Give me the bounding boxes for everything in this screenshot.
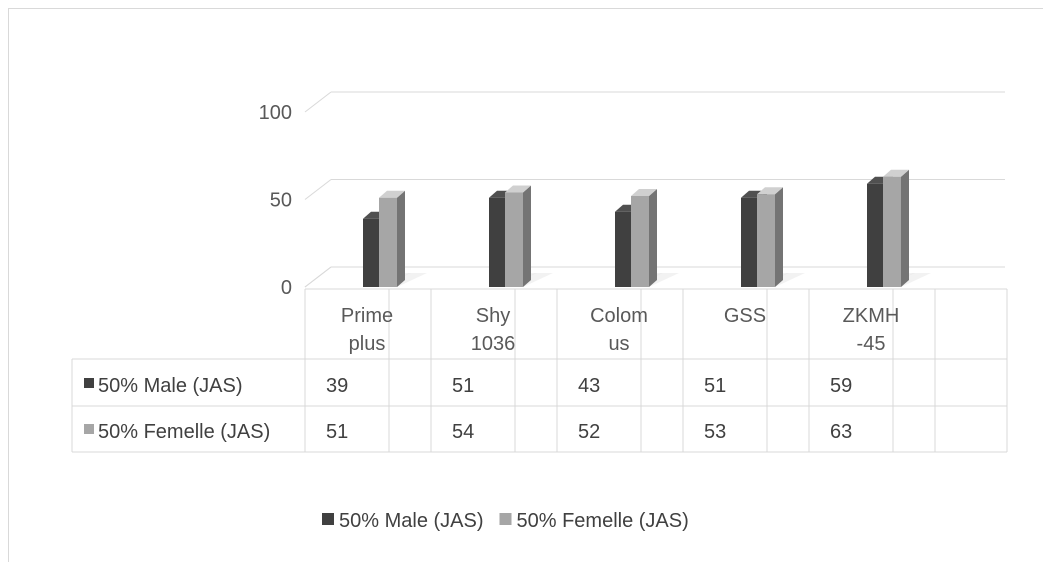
chart-frame: [8, 8, 1043, 562]
bar-side: [775, 187, 783, 287]
legend-label: 50% Male (JAS): [339, 510, 484, 532]
bar-side: [397, 190, 405, 287]
table-value: 59: [830, 375, 852, 397]
table-value: 51: [326, 421, 348, 443]
table-value: 53: [704, 421, 726, 443]
table-value: 63: [830, 421, 852, 443]
table-value: 39: [326, 375, 348, 397]
bar-top: [883, 169, 909, 177]
gridline-slant: [304, 91, 332, 113]
bar-side: [649, 189, 657, 287]
bar: [379, 197, 397, 287]
table-value: 51: [704, 375, 726, 397]
gridline-slant: [304, 179, 332, 200]
table-series-label: 50% Femelle (JAS): [98, 421, 270, 443]
table-legend-key: [84, 424, 94, 434]
category-label: Prime: [341, 305, 393, 327]
floor-edge: [304, 266, 332, 288]
bar: [363, 218, 381, 287]
legend-key: [322, 513, 334, 525]
table-legend-key: [84, 378, 94, 388]
category-label: plus: [349, 333, 386, 355]
bar: [615, 211, 633, 287]
bar-side: [523, 185, 531, 287]
table-value: 52: [578, 421, 600, 443]
bar-top: [379, 190, 405, 198]
table-value: 54: [452, 421, 474, 443]
bar-top: [505, 185, 531, 193]
y-tick-label: 100: [259, 102, 292, 124]
category-label: Shy: [476, 305, 510, 327]
category-label: ZKMH: [843, 305, 900, 327]
category-label: us: [608, 333, 629, 355]
bar-side: [901, 169, 909, 287]
y-tick-label: 50: [270, 190, 292, 212]
table-value: 43: [578, 375, 600, 397]
category-label: GSS: [724, 305, 766, 327]
y-tick-label: 0: [281, 277, 292, 299]
bar: [867, 183, 885, 287]
category-label: -45: [857, 333, 886, 355]
bar: [757, 194, 775, 287]
legend-label: 50% Femelle (JAS): [517, 510, 689, 532]
category-label: 1036: [471, 333, 516, 355]
bar: [631, 196, 649, 287]
bar: [505, 192, 523, 287]
bar: [741, 197, 759, 287]
table-value: 51: [452, 375, 474, 397]
bar: [489, 197, 507, 287]
bar: [883, 176, 901, 287]
bar-top: [631, 189, 657, 196]
table-series-label: 50% Male (JAS): [98, 375, 243, 397]
category-label: Colom: [590, 305, 648, 327]
legend-key: [499, 513, 512, 525]
bar-top: [757, 187, 783, 195]
